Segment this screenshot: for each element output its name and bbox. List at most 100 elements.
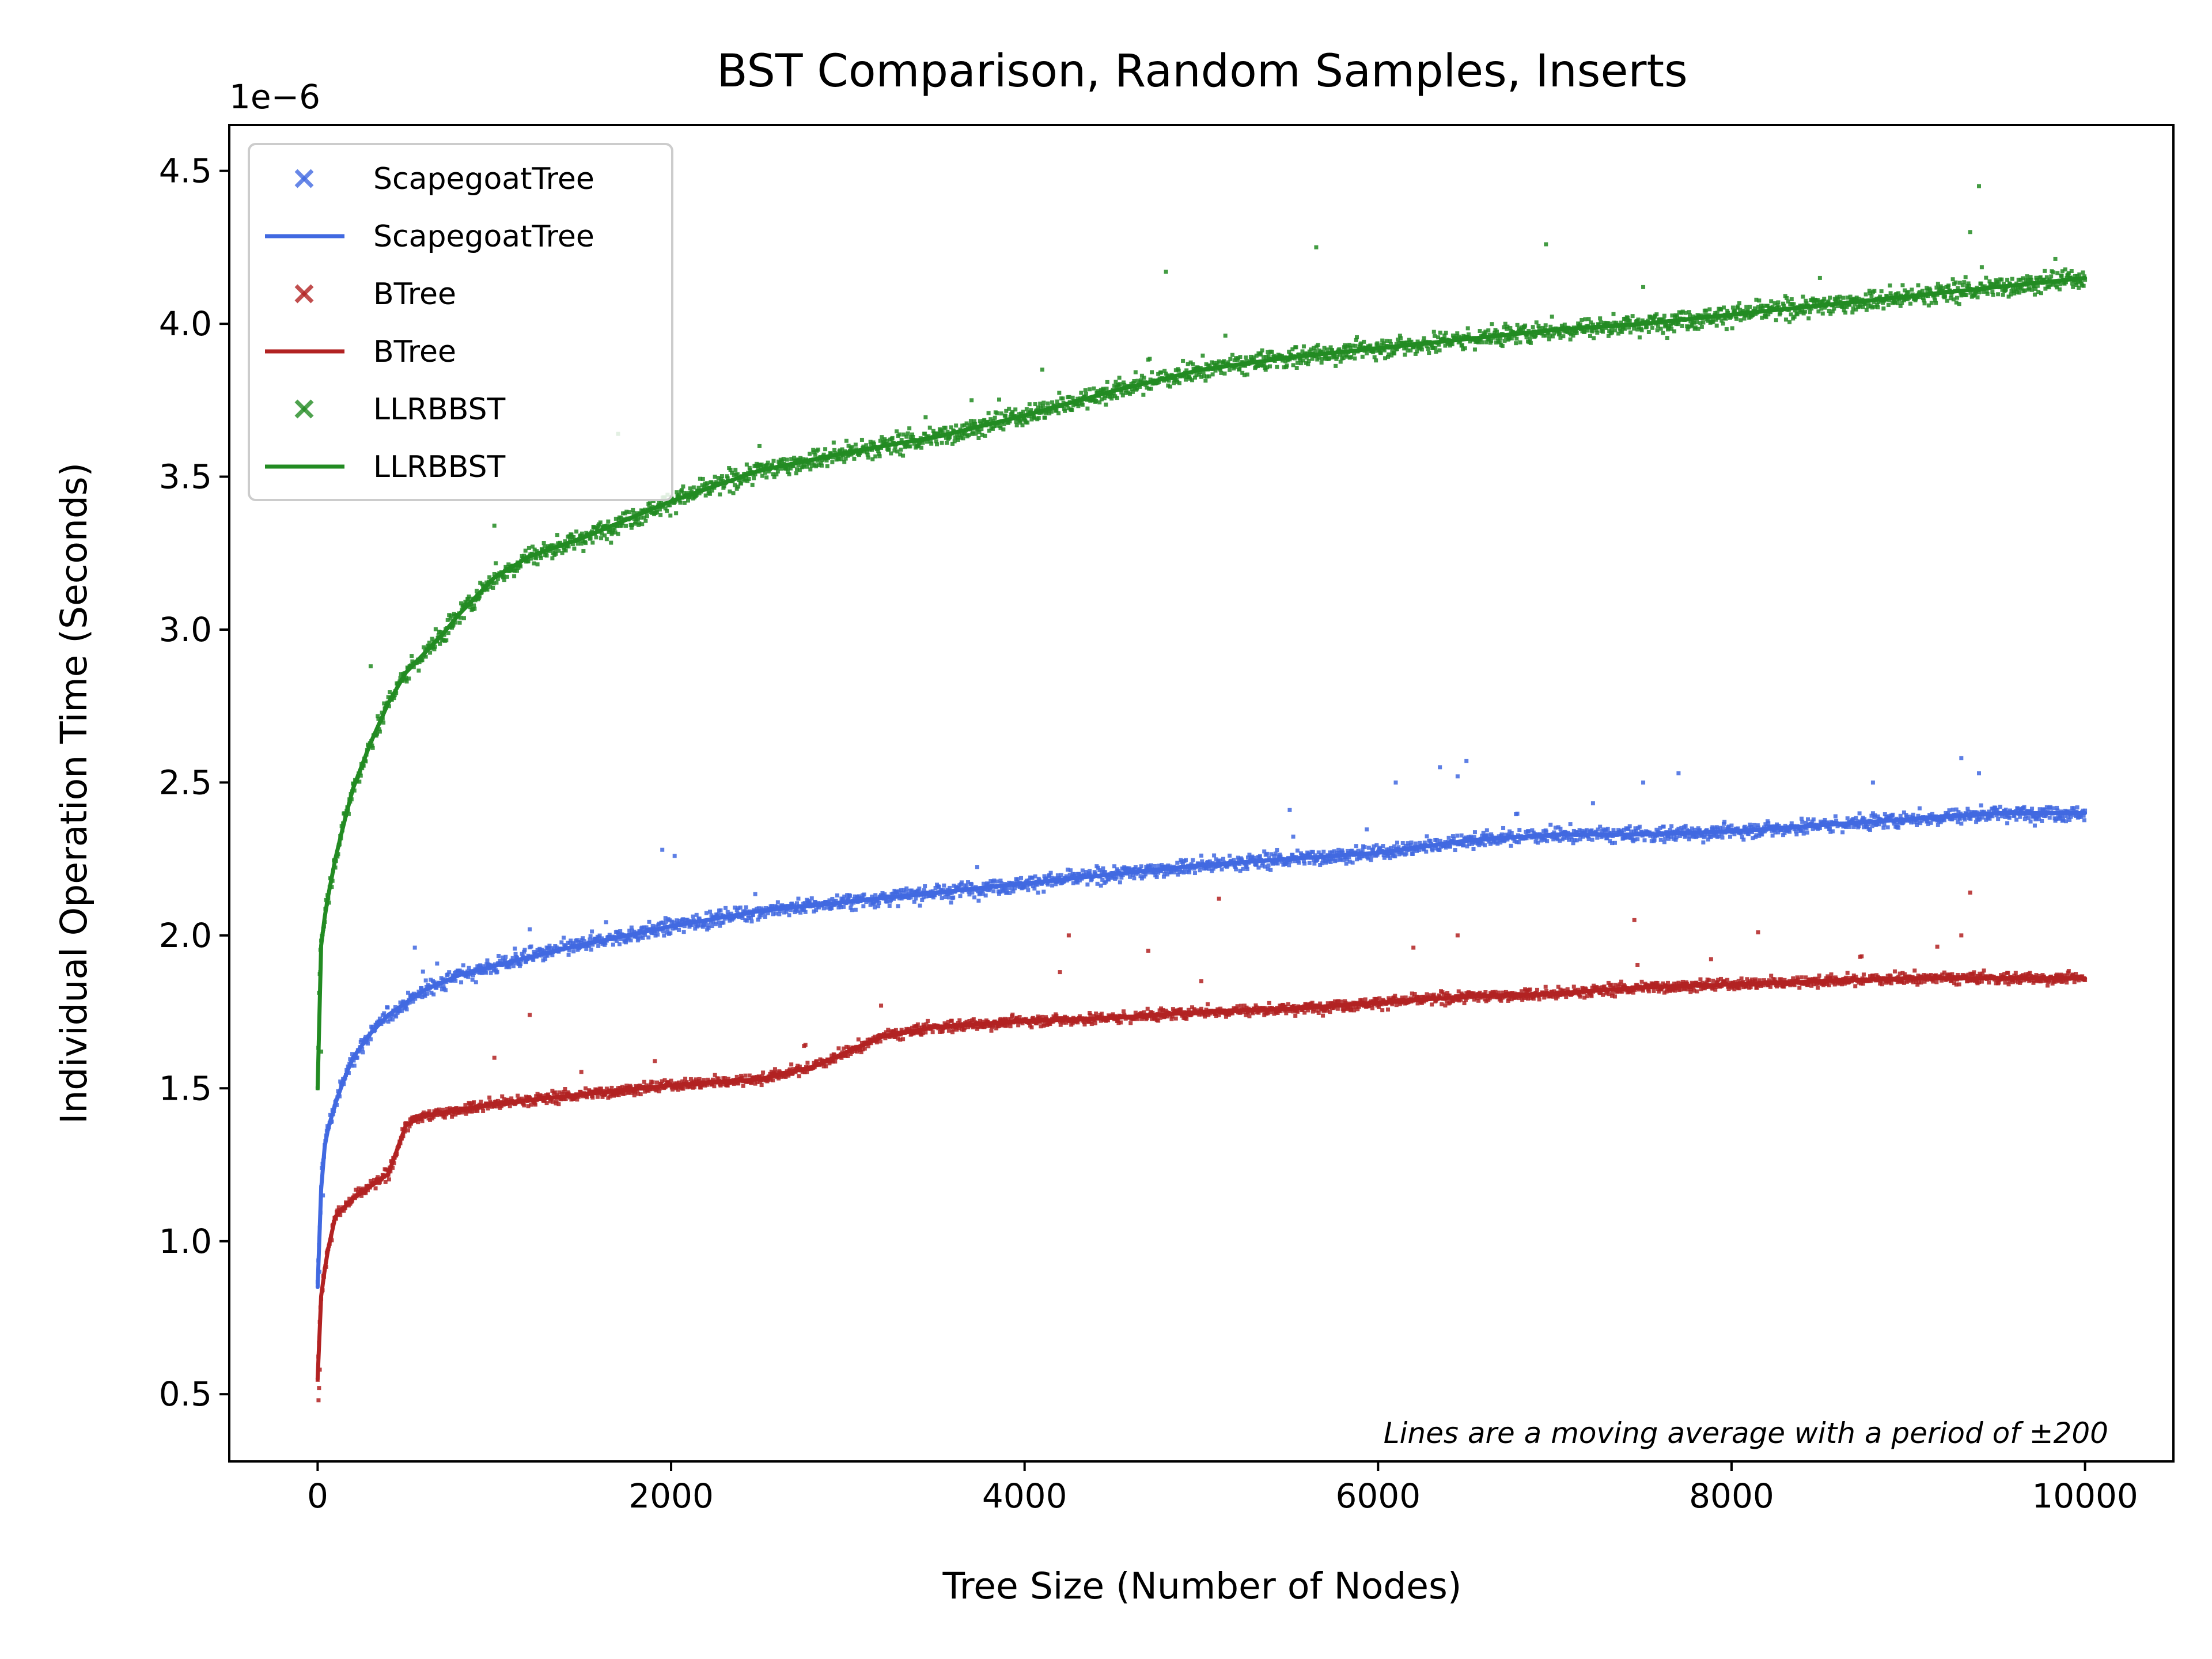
data-point [640,925,645,930]
data-point [1266,863,1271,868]
data-point [654,924,658,929]
data-point [638,934,643,939]
data-point [1517,828,1522,832]
data-point [1524,830,1528,834]
data-point [1762,978,1766,983]
data-point [338,1213,343,1218]
data-point [1332,999,1337,1003]
data-point [1683,986,1687,991]
data-point [1509,843,1513,848]
data-point [2075,805,2080,810]
data-point [617,942,622,946]
data-point [877,1033,882,1037]
data-point [1396,845,1401,850]
data-point [802,1070,807,1074]
data-point [759,913,763,918]
data-point [1260,863,1264,868]
data-point [1977,771,1981,775]
data-point [1816,977,1821,982]
data-point [1580,828,1584,833]
data-point [1713,834,1717,838]
data-point [1465,844,1469,849]
data-point [1604,827,1608,832]
data-point [516,1093,520,1098]
data-point [877,900,881,905]
data-point [1393,994,1397,998]
data-point [1156,870,1161,875]
data-point [956,1021,960,1025]
data-point [425,991,430,996]
data-point [1676,980,1681,985]
data-point [1157,863,1161,868]
data-point [1310,850,1315,854]
data-point [1469,835,1474,840]
data-point [1506,998,1510,1003]
data-point [1064,874,1069,878]
data-point [1957,982,1961,987]
data-point [803,910,808,914]
data-point [691,1079,696,1084]
data-point [1033,874,1037,878]
data-point [1649,839,1654,843]
data-point [498,959,502,963]
data-point [1662,990,1666,995]
data-point [1478,990,1482,995]
data-point [1010,887,1014,891]
data-point [641,935,645,940]
data-point [1683,824,1688,828]
data-point [2018,979,2023,983]
data-point [1386,1007,1390,1012]
data-point [1166,863,1171,868]
data-point [1709,957,1713,961]
data-point [488,971,493,975]
data-point [1371,848,1376,853]
data-point [354,1187,358,1192]
data-point [902,888,906,892]
data-point [1483,843,1487,847]
data-point [1046,882,1050,887]
data-point [1755,986,1759,990]
data-point [1159,1006,1164,1011]
data-point [1476,998,1481,1003]
data-point [608,1094,612,1099]
data-point [1199,853,1203,858]
data-point [487,1095,492,1100]
data-point [2055,805,2059,810]
data-point [1192,871,1197,876]
data-point [1611,828,1616,832]
data-point [859,1050,863,1055]
data-point [1187,870,1192,874]
data-point [454,1106,459,1111]
data-point [545,953,550,958]
data-point [862,892,866,897]
data-point [1067,873,1072,877]
data-point [1502,838,1507,843]
data-point [1508,829,1512,834]
data-point [940,1029,945,1033]
data-point [1902,810,1906,815]
data-point [1324,860,1328,865]
data-point [366,1041,370,1046]
data-point [584,1086,588,1090]
data-point [814,908,819,912]
data-point [821,906,826,911]
data-point [1626,826,1631,831]
data-point [1880,982,1884,987]
data-point [795,901,799,906]
data-point [1287,863,1291,868]
data-point [1238,869,1243,873]
data-point [931,895,935,900]
data-point [1352,1008,1357,1013]
data-point [1641,780,1646,785]
data-point [1743,824,1747,829]
data-point [909,888,914,893]
data-point [1007,891,1012,895]
data-point [747,916,751,921]
data-point [1909,820,1914,825]
data-point [1061,1020,1066,1025]
data-point [1344,857,1349,862]
data-point [1695,834,1699,839]
data-point [336,1205,341,1210]
data-point [1851,974,1856,978]
data-point [1698,977,1703,982]
